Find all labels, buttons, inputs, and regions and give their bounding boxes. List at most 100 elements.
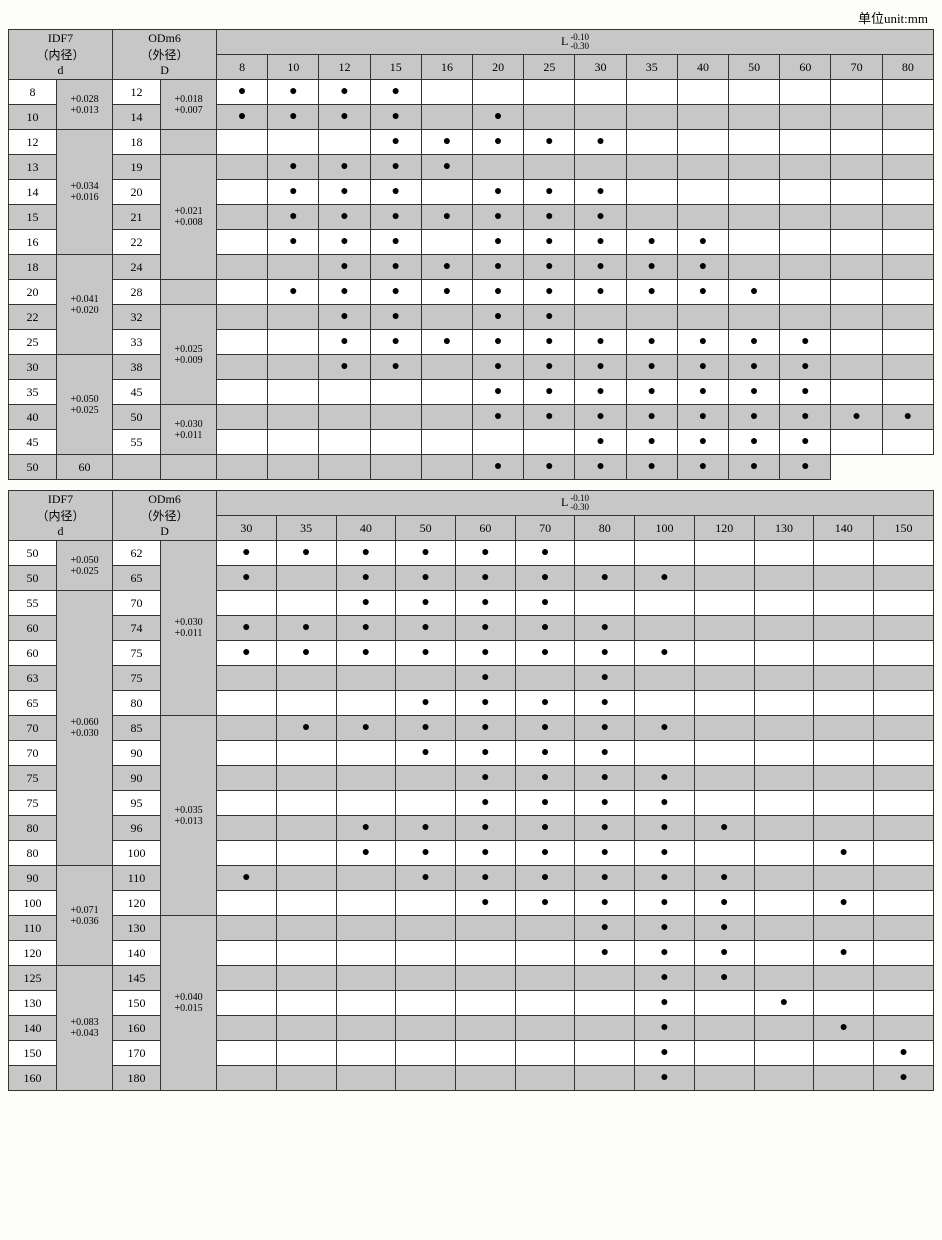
cell-dot — [831, 355, 882, 380]
cell-dot: ● — [635, 791, 695, 816]
cell-dot — [575, 991, 635, 1016]
cell-dot — [217, 1041, 277, 1066]
cell-dot — [515, 1016, 575, 1041]
cell-dot: ● — [336, 716, 396, 741]
cell-dot — [754, 716, 814, 741]
cell-dot — [874, 966, 934, 991]
cell-dot: ● — [336, 541, 396, 566]
cell-dot — [336, 866, 396, 891]
cell-d: 15 — [9, 205, 57, 230]
cell-dot — [780, 130, 831, 155]
cell-dot — [473, 430, 524, 455]
cell-dot — [276, 991, 336, 1016]
cell-dot — [814, 666, 874, 691]
cell-dot: ● — [780, 405, 831, 430]
cell-d: 150 — [9, 1041, 57, 1066]
cell-dot: ● — [268, 180, 319, 205]
cell-d-tol: +0.050+0.025 — [57, 355, 113, 455]
hdr-L-col: 25 — [524, 55, 575, 80]
cell-dot: ● — [575, 280, 626, 305]
cell-dot: ● — [455, 591, 515, 616]
cell-dot: ● — [575, 616, 635, 641]
cell-dot — [874, 566, 934, 591]
cell-D: 18 — [113, 130, 161, 155]
cell-dot — [874, 916, 934, 941]
cell-dot: ● — [455, 791, 515, 816]
cell-dot — [754, 541, 814, 566]
cell-dot — [161, 455, 217, 480]
cell-dot — [694, 741, 754, 766]
cell-d: 25 — [9, 330, 57, 355]
cell-dot — [473, 80, 524, 105]
cell-dot: ● — [575, 741, 635, 766]
cell-dot — [370, 405, 421, 430]
cell-dot — [677, 130, 728, 155]
cell-dot — [217, 741, 277, 766]
cell-dot — [455, 966, 515, 991]
cell-dot — [694, 791, 754, 816]
cell-dot: ● — [626, 330, 677, 355]
cell-dot — [396, 966, 456, 991]
cell-dot — [882, 305, 933, 330]
cell-dot: ● — [421, 155, 472, 180]
cell-dot: ● — [473, 380, 524, 405]
cell-dot — [268, 355, 319, 380]
hdr-L-col: 50 — [729, 55, 780, 80]
cell-dot — [635, 741, 695, 766]
cell-dot: ● — [524, 380, 575, 405]
cell-dot: ● — [370, 255, 421, 280]
cell-dot — [575, 1041, 635, 1066]
cell-dot: ● — [515, 541, 575, 566]
cell-d: 55 — [9, 591, 57, 616]
cell-dot: ● — [336, 641, 396, 666]
cell-dot: ● — [524, 205, 575, 230]
cell-dot: ● — [319, 280, 370, 305]
cell-dot: ● — [370, 230, 421, 255]
cell-D: 75 — [113, 641, 161, 666]
cell-dot: ● — [780, 330, 831, 355]
cell-dot — [754, 566, 814, 591]
cell-dot: ● — [515, 816, 575, 841]
cell-dot — [874, 816, 934, 841]
spec-table-1: IDF7（内径）dODm6（外径）DL-0.10-0.3081012151620… — [8, 29, 934, 480]
cell-dot: ● — [780, 355, 831, 380]
cell-dot — [694, 591, 754, 616]
cell-dot — [276, 841, 336, 866]
cell-dot: ● — [217, 80, 268, 105]
cell-dot — [268, 130, 319, 155]
cell-dot: ● — [729, 330, 780, 355]
cell-dot: ● — [319, 80, 370, 105]
cell-dot: ● — [575, 816, 635, 841]
cell-dot — [677, 180, 728, 205]
cell-dot — [831, 305, 882, 330]
cell-D: 95 — [113, 791, 161, 816]
hdr-L-col: 15 — [370, 55, 421, 80]
cell-dot — [780, 155, 831, 180]
cell-dot: ● — [814, 1016, 874, 1041]
cell-dot — [515, 991, 575, 1016]
cell-dot: ● — [874, 1041, 934, 1066]
cell-D: 22 — [113, 230, 161, 255]
cell-D: 170 — [113, 1041, 161, 1066]
cell-dot — [814, 816, 874, 841]
cell-dot — [455, 1066, 515, 1091]
cell-dot — [626, 105, 677, 130]
cell-dot — [677, 305, 728, 330]
cell-dot: ● — [217, 105, 268, 130]
cell-dot — [814, 991, 874, 1016]
unit-label: 单位unit:mm — [8, 8, 934, 27]
cell-dot — [831, 230, 882, 255]
cell-dot — [217, 230, 268, 255]
cell-dot: ● — [635, 1016, 695, 1041]
cell-dot: ● — [677, 230, 728, 255]
cell-dot: ● — [473, 130, 524, 155]
cell-dot: ● — [421, 130, 472, 155]
cell-dot: ● — [575, 841, 635, 866]
cell-dot: ● — [524, 230, 575, 255]
cell-dot — [421, 355, 472, 380]
cell-dot — [276, 916, 336, 941]
hdr-idf7: IDF7（内径）d — [9, 491, 113, 541]
hdr-L-col: 50 — [396, 516, 456, 541]
cell-D: 85 — [113, 716, 161, 741]
cell-dot — [455, 1016, 515, 1041]
